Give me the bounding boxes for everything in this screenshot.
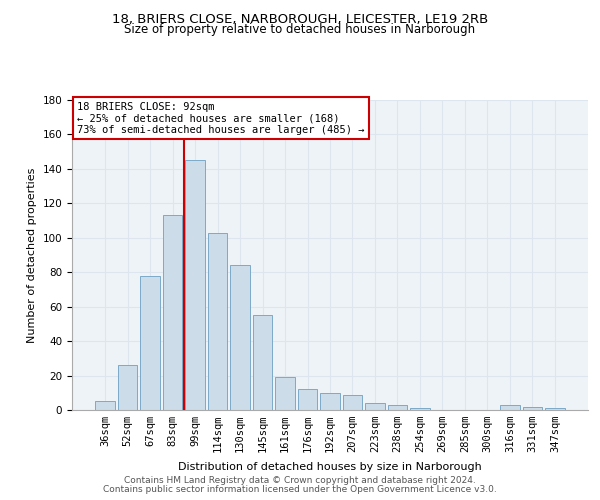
Bar: [320, 393, 340, 410]
Bar: [185, 160, 205, 410]
Bar: [343, 394, 362, 410]
Text: 18 BRIERS CLOSE: 92sqm
← 25% of detached houses are smaller (168)
73% of semi-de: 18 BRIERS CLOSE: 92sqm ← 25% of detached…: [77, 102, 365, 134]
Bar: [118, 365, 137, 410]
Text: Contains public sector information licensed under the Open Government Licence v3: Contains public sector information licen…: [103, 485, 497, 494]
Bar: [253, 316, 272, 410]
Bar: [95, 402, 115, 410]
Text: 18, BRIERS CLOSE, NARBOROUGH, LEICESTER, LE19 2RB: 18, BRIERS CLOSE, NARBOROUGH, LEICESTER,…: [112, 12, 488, 26]
Bar: [230, 266, 250, 410]
Bar: [275, 378, 295, 410]
Y-axis label: Number of detached properties: Number of detached properties: [27, 168, 37, 342]
Bar: [500, 405, 520, 410]
Bar: [410, 408, 430, 410]
Bar: [298, 390, 317, 410]
Bar: [523, 406, 542, 410]
Text: Contains HM Land Registry data © Crown copyright and database right 2024.: Contains HM Land Registry data © Crown c…: [124, 476, 476, 485]
Text: Size of property relative to detached houses in Narborough: Size of property relative to detached ho…: [124, 22, 476, 36]
Bar: [208, 232, 227, 410]
Bar: [365, 403, 385, 410]
Text: Distribution of detached houses by size in Narborough: Distribution of detached houses by size …: [178, 462, 482, 472]
Bar: [163, 216, 182, 410]
Bar: [388, 405, 407, 410]
Bar: [545, 408, 565, 410]
Bar: [140, 276, 160, 410]
